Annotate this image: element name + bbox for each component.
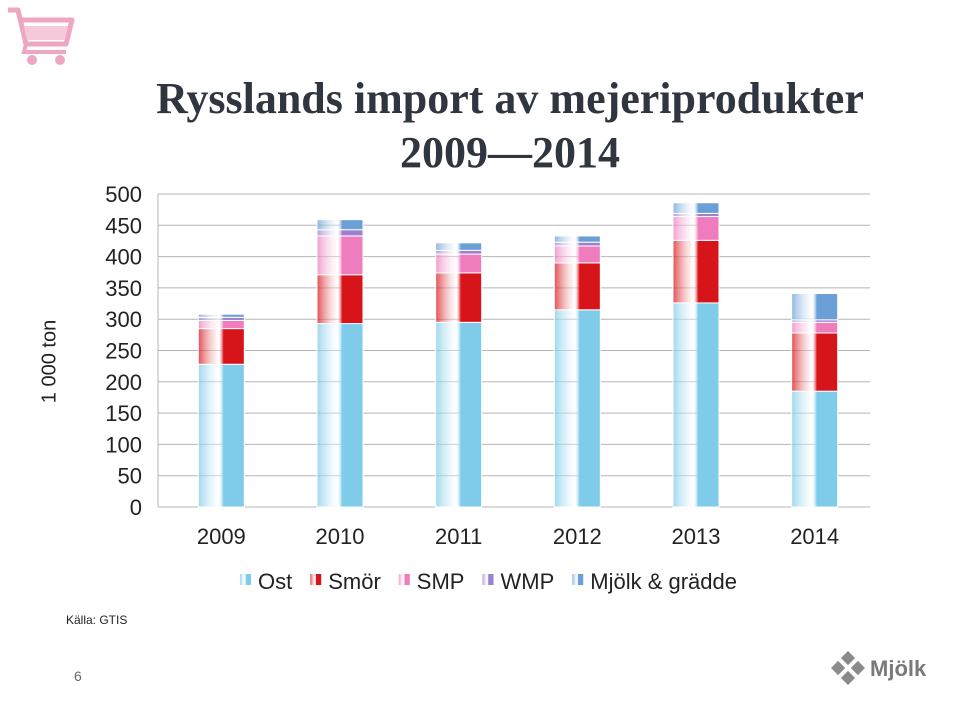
- y-tick-label: 300: [105, 307, 142, 332]
- y-tick-label: 0: [130, 495, 142, 520]
- page-number: 6: [74, 668, 82, 684]
- bar-segment: [316, 219, 364, 231]
- bar-segment: [672, 239, 720, 304]
- bar-segment: [553, 235, 601, 243]
- legend-label: Smör: [328, 569, 381, 594]
- y-tick-label: 350: [105, 276, 142, 301]
- bar-segment: [791, 390, 839, 508]
- bar-segment: [316, 235, 364, 276]
- bar-segment: [553, 309, 601, 508]
- x-tick-label: 2010: [316, 524, 365, 549]
- mjolk-logo: Mjölk: [831, 651, 927, 685]
- bar-segment: [435, 249, 483, 255]
- bar-segment: [435, 272, 483, 323]
- legend-swatch: [398, 574, 410, 585]
- bar-segment: [197, 328, 245, 365]
- legend-label: Mjölk & grädde: [590, 569, 737, 594]
- bar-segment: [435, 242, 483, 251]
- bar-segment: [553, 245, 601, 264]
- bar-segment: [672, 302, 720, 508]
- bar-segment: [791, 293, 839, 321]
- x-tick-label: 2011: [435, 524, 482, 549]
- x-tick-label: 2009: [197, 524, 246, 549]
- bar-segment: [316, 274, 364, 325]
- bar-segment: [316, 323, 364, 508]
- y-tick-label: 250: [105, 339, 142, 364]
- y-tick-label: 50: [118, 464, 142, 489]
- page-title: Rysslands import av mejeriprodukter 2009…: [60, 72, 960, 180]
- legend: Ost Smör SMP WMP Mjölk & grädde: [240, 569, 737, 594]
- bar-segment: [435, 321, 483, 508]
- title-line-1: Rysslands import av mejeriprodukter: [156, 74, 864, 123]
- x-tick-labels: 2009 2010 2011 2012 2013 2014: [197, 524, 839, 549]
- title-line-2: 2009—2014: [400, 128, 620, 177]
- bars: [197, 202, 839, 508]
- bar-segment: [197, 313, 245, 318]
- y-tick-label: 400: [105, 245, 142, 270]
- legend-label: WMP: [500, 569, 554, 594]
- legend-swatch: [572, 574, 584, 585]
- legend-swatch: [482, 574, 494, 585]
- x-tick-label: 2013: [672, 524, 721, 549]
- legend-swatch: [240, 574, 251, 585]
- bar-segment: [197, 363, 245, 508]
- bar-segment: [316, 229, 364, 237]
- bar-segment: [553, 241, 601, 247]
- bar-segment: [672, 216, 720, 241]
- y-tick-label: 450: [105, 213, 142, 238]
- legend-label: Ost: [258, 569, 292, 594]
- legend-swatch: [310, 574, 322, 585]
- y-tick-labels: 0 50 100 150 200 250 300 350 400 450 500: [105, 182, 142, 520]
- bar-segment: [791, 332, 839, 392]
- bar-segment: [672, 202, 720, 214]
- y-tick-label: 500: [105, 182, 142, 207]
- y-tick-label: 150: [105, 401, 142, 426]
- bar-segment: [553, 262, 601, 311]
- x-tick-label: 2012: [553, 524, 602, 549]
- bar-segment: [435, 253, 483, 274]
- shopping-cart-icon: [8, 7, 75, 65]
- source-note: Källa: GTIS: [66, 613, 128, 627]
- gridlines: [157, 193, 870, 508]
- y-tick-label: 200: [105, 370, 142, 395]
- bar-segment: [197, 319, 245, 330]
- legend-label: SMP: [417, 569, 465, 594]
- bar-segment: [791, 321, 839, 334]
- x-tick-label: 2014: [790, 524, 839, 549]
- y-tick-label: 100: [105, 432, 142, 457]
- logo-text: Mjölk: [870, 656, 927, 681]
